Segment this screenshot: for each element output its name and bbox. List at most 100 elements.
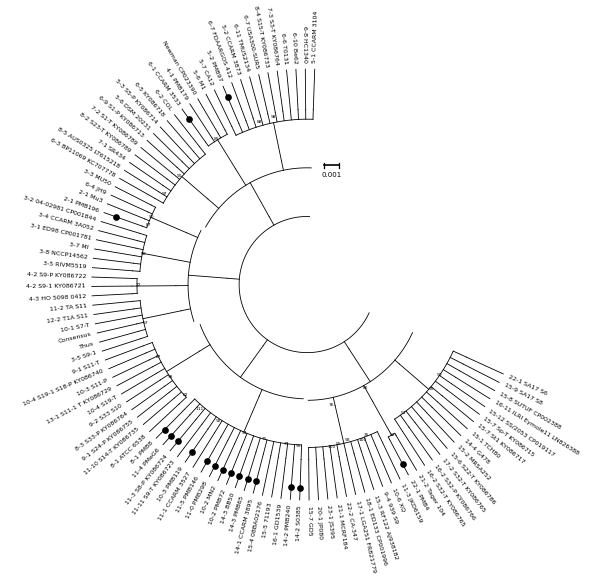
Text: 6-5 KY086718: 6-5 KY086718 (133, 82, 165, 118)
Text: 7-2 S1-T KY086789: 7-2 S1-T KY086789 (89, 105, 138, 146)
Text: 88: 88 (256, 120, 262, 124)
Text: Thus: Thus (79, 341, 95, 350)
Text: 50: 50 (437, 373, 442, 377)
Text: 90: 90 (177, 173, 182, 177)
Text: 18-1 ED133 CP001996: 18-1 ED133 CP001996 (364, 497, 387, 566)
Text: 15-5 71193: 15-5 71193 (262, 502, 273, 538)
Text: 8-1 ATCC 6538: 8-1 ATCC 6538 (111, 434, 147, 468)
Text: 10-4 S19-1 S18-P KY086740: 10-4 S19-1 S18-P KY086740 (23, 369, 104, 407)
Text: 3-3 MU50: 3-3 MU50 (82, 168, 111, 186)
Text: 6-10 Be62: 6-10 Be62 (292, 32, 298, 64)
Text: 15-7 St1 KY086717: 15-7 St1 KY086717 (477, 423, 525, 465)
Text: 85: 85 (214, 138, 219, 142)
Text: 87: 87 (146, 223, 152, 227)
Text: 9-1 S24-P KY086755: 9-1 S24-P KY086755 (82, 419, 134, 462)
Text: 9-1 S11-T: 9-1 S11-T (72, 360, 101, 375)
Text: 14-3 PMB65: 14-3 PMB65 (230, 495, 245, 532)
Text: 57: 57 (143, 321, 148, 325)
Text: 9-4 939 S9: 9-4 939 S9 (382, 491, 399, 525)
Text: 2-1 PMB196: 2-1 PMB196 (63, 196, 100, 213)
Text: 11-3 S8-P KY086724: 11-3 S8-P KY086724 (124, 454, 169, 506)
Text: 6-2 COL: 6-2 COL (153, 89, 173, 112)
Text: 12-2 T1A S11: 12-2 T1A S11 (47, 313, 88, 324)
Text: 15-1 TCH80: 15-1 TCH80 (470, 431, 500, 459)
Text: 16-2 S32-T KY086765: 16-2 S32-T KY086765 (426, 469, 466, 527)
Text: 6-1 CCARM 3533: 6-1 CCARM 3533 (146, 60, 181, 106)
Text: 6-4 JH9: 6-4 JH9 (84, 181, 107, 195)
Text: 97: 97 (162, 192, 167, 195)
Text: 3-8 NCCP14562: 3-8 NCCP14562 (39, 249, 88, 260)
Text: 5-2 PMB97: 5-2 PMB97 (205, 49, 223, 82)
Text: 4-2 S9-P KY086722: 4-2 S9-P KY086722 (27, 272, 86, 279)
Text: 76: 76 (329, 403, 335, 407)
Text: 10-3 S11-P: 10-3 S11-P (76, 377, 109, 397)
Text: 14-2 S0385: 14-2 S0385 (296, 506, 302, 542)
Text: 15-7 GD5: 15-7 GD5 (307, 506, 312, 535)
Text: 22-1 PMB4: 22-1 PMB4 (409, 479, 429, 510)
Text: 14-1 CCARM 3895: 14-1 CCARM 3895 (235, 498, 254, 554)
Text: 3-2 04-02981 CP001844: 3-2 04-02981 CP001844 (22, 195, 96, 223)
Text: 6-11 TMUS2134: 6-11 TMUS2134 (233, 23, 251, 72)
Text: 10-4 S19-T: 10-4 S19-T (86, 395, 118, 416)
Text: 8-3 S33-P KY086764: 8-3 S33-P KY086764 (74, 411, 129, 452)
Text: 3-7 MI: 3-7 MI (69, 242, 89, 250)
Text: 20-1 JP080: 20-1 JP080 (316, 505, 323, 539)
Text: 5-6 M1: 5-6 M1 (191, 69, 205, 90)
Text: 8-1 PMB8: 8-1 PMB8 (130, 440, 154, 465)
Text: 7-1 SR434: 7-1 SR434 (97, 139, 126, 161)
Text: 10-2 PMB72: 10-2 PMB72 (208, 489, 226, 525)
Text: 14-3 BB50: 14-3 BB50 (220, 492, 236, 524)
Text: 4-1 PMB179: 4-1 PMB179 (164, 66, 189, 101)
Text: 15-2 MRSA252: 15-2 MRSA252 (456, 444, 491, 481)
Text: 23-1 JS395: 23-1 JS395 (326, 505, 334, 539)
Text: 2-1 Mu3: 2-1 Mu3 (77, 190, 103, 204)
Text: 50: 50 (148, 214, 154, 218)
Text: 11-11 S9-T KY086723: 11-11 S9-T KY086723 (132, 460, 176, 516)
Text: 8-2 S23-T KY086789: 8-2 S23-T KY086789 (79, 112, 132, 153)
Text: 95: 95 (296, 444, 301, 448)
Text: 17-1 LGA251 FR821779: 17-1 LGA251 FR821779 (355, 499, 376, 573)
Text: 35: 35 (364, 434, 370, 437)
Text: 11-4 PMeG6: 11-4 PMeG6 (132, 447, 161, 479)
Text: 86: 86 (363, 386, 368, 390)
Text: 90: 90 (428, 387, 434, 391)
Text: 0.001: 0.001 (321, 172, 342, 178)
Text: 6-6 T0131: 6-6 T0131 (280, 33, 289, 65)
Text: 94: 94 (242, 431, 247, 435)
Text: 52: 52 (390, 433, 395, 437)
Text: Newman CP023390: Newman CP023390 (161, 40, 197, 95)
Text: 15-6 S22-T KY086786: 15-6 S22-T KY086786 (449, 451, 496, 505)
Text: 6-7 FDAARGOS 412: 6-7 FDAARGOS 412 (206, 19, 232, 78)
Text: 4-2 S9-1 KY086721: 4-2 S9-1 KY086721 (27, 284, 86, 290)
Text: 15-9 SA17 S8: 15-9 SA17 S8 (503, 383, 543, 406)
Text: 11-0 PMB298: 11-0 PMB298 (186, 480, 209, 520)
Text: 100: 100 (358, 438, 367, 442)
Text: 8-4 S15-T KY086733: 8-4 S15-T KY086733 (253, 5, 269, 68)
Text: 6-9 S1-P KY086713: 6-9 S1-P KY086713 (97, 95, 144, 138)
Text: 10-1 S7-T: 10-1 S7-T (60, 323, 90, 333)
Text: Consensus: Consensus (58, 332, 92, 344)
Text: 16-1 GD1539: 16-1 GD1539 (272, 504, 283, 546)
Text: 98: 98 (271, 115, 276, 119)
Text: 75: 75 (262, 437, 267, 441)
Text: 11-1 CCARM 3527: 11-1 CCARM 3527 (158, 471, 192, 521)
Text: 8-5 AUS0325 LT615218: 8-5 AUS0325 LT615218 (57, 127, 121, 169)
Text: 21-2 Tager 104: 21-2 Tager 104 (417, 474, 446, 517)
Text: 11-2 TA S11: 11-2 TA S11 (50, 303, 87, 312)
Text: 100: 100 (327, 445, 336, 449)
Text: 6-8 HC1340: 6-8 HC1340 (303, 27, 308, 64)
Text: 111: 111 (195, 406, 204, 410)
Text: 22-1 SA17 S6: 22-1 SA17 S6 (507, 374, 548, 396)
Text: 16-11 ILRI Eymole11 LN826388: 16-11 ILRI Eymole11 LN826388 (493, 400, 579, 456)
Text: 6-3 BP11069 KC707778: 6-3 BP11069 KC707778 (50, 137, 116, 178)
Text: 15-4 08BA02176: 15-4 08BA02176 (248, 501, 263, 552)
Text: 9-2 S33 S10: 9-2 S33 S10 (89, 403, 123, 428)
Text: 58: 58 (344, 438, 350, 442)
Text: 15-7 Sp-T KY086715: 15-7 Sp-T KY086715 (483, 416, 535, 457)
Text: 11-5 PMB146: 11-5 PMB146 (176, 476, 201, 514)
Text: 5-2 CCARM 3873: 5-2 CCARM 3873 (220, 23, 241, 75)
Text: 17-2 S32-T KY086765: 17-2 S32-T KY086765 (442, 457, 486, 513)
Text: 11-10 S14-T KY086735: 11-10 S14-T KY086735 (84, 427, 141, 476)
Text: 7-3 S3-T KY086764: 7-3 S3-T KY086764 (266, 7, 279, 66)
Text: 14-2 PMB240: 14-2 PMB240 (284, 505, 292, 546)
